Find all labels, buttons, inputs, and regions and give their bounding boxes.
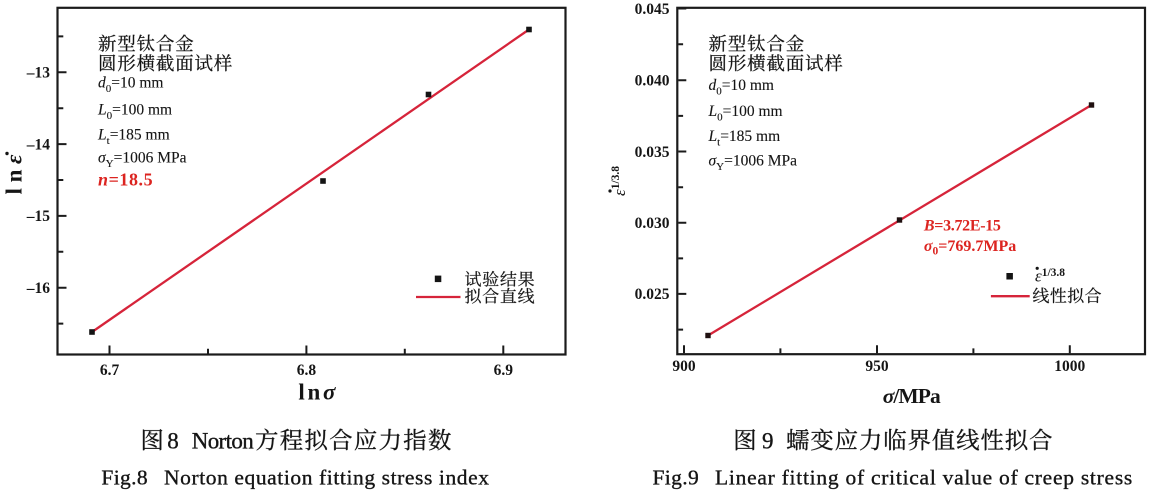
svg-text:σY=1006 MPa: σY=1006 MPa	[98, 149, 187, 170]
svg-text:lnε: lnε	[2, 154, 27, 195]
svg-text:Norton equation fitting stress: Norton equation fitting stress index	[164, 465, 489, 489]
svg-text:Linear fitting of critical val: Linear fitting of critical value of cree…	[715, 465, 1132, 489]
svg-text:9: 9	[762, 429, 774, 454]
svg-text:L0=100 mm: L0=100 mm	[97, 101, 172, 122]
svg-text:0.035: 0.035	[635, 144, 670, 161]
svg-text:0.025: 0.025	[635, 286, 670, 303]
svg-text:L0=100 mm: L0=100 mm	[708, 103, 783, 124]
svg-text:6.7: 6.7	[100, 362, 120, 379]
svg-text:Lt=185 mm: Lt=185 mm	[708, 128, 781, 149]
svg-text:0.030: 0.030	[635, 215, 670, 232]
svg-text:σ/MPa: σ/MPa	[883, 384, 941, 408]
svg-text:ε1/3.8: ε1/3.8	[610, 166, 629, 196]
svg-text:–16: –16	[26, 280, 51, 297]
svg-text:ε1/3.8: ε1/3.8	[1035, 267, 1065, 286]
svg-text:8: 8	[167, 429, 179, 454]
svg-text:B=3.72E-15: B=3.72E-15	[923, 218, 1001, 235]
svg-text:Lt=185 mm: Lt=185 mm	[97, 127, 170, 148]
svg-text:d0=10 mm: d0=10 mm	[98, 75, 163, 96]
svg-text:Fig.9: Fig.9	[653, 465, 699, 489]
svg-text:6.8: 6.8	[297, 362, 317, 379]
svg-text:950: 950	[865, 358, 889, 375]
svg-text:1000: 1000	[1054, 358, 1085, 375]
svg-text:d0=10 mm: d0=10 mm	[709, 77, 774, 98]
svg-text:Fig.8: Fig.8	[101, 465, 147, 489]
svg-text:Norton: Norton	[192, 429, 255, 454]
svg-text:–14: –14	[26, 136, 51, 153]
svg-text:900: 900	[672, 358, 696, 375]
svg-text:lnσ: ln σ	[298, 380, 336, 405]
svg-text:6.9: 6.9	[494, 362, 514, 379]
svg-text:σ0=769.7MPa: σ0=769.7MPa	[924, 238, 1016, 257]
svg-text:n=18.5: n=18.5	[98, 170, 153, 190]
svg-text:–13: –13	[26, 65, 51, 82]
svg-text:0.045: 0.045	[635, 1, 670, 18]
svg-text:0.040: 0.040	[635, 73, 670, 90]
svg-text:–15: –15	[26, 208, 51, 225]
svg-text:σY=1006 MPa: σY=1006 MPa	[709, 152, 798, 173]
